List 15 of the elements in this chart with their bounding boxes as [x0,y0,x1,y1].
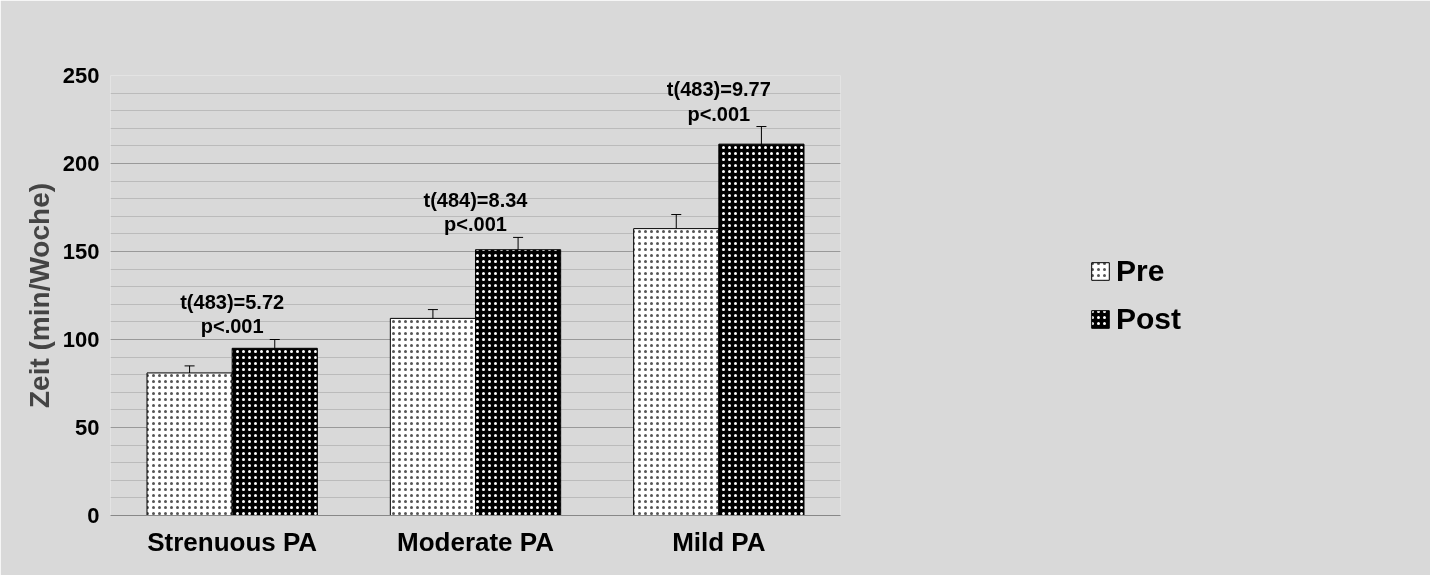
y-tick-label: 200 [62,151,100,176]
x-tick-label: Mild PA [672,526,766,557]
y-axis-title: Zeit (min/Woche) [23,182,55,409]
x-tick-label: Strenuous PA [147,526,318,557]
x-tick-label: Moderate PA [397,526,555,557]
y-tick-label: 0 [87,503,100,528]
y-tick-label: 50 [75,415,100,440]
legend-label: Pre [1115,254,1165,288]
annotation: t(483)=9.77 p<.001 [666,78,771,125]
legend-label: Post [1115,302,1182,336]
y-tick-label: 250 [62,63,100,88]
annotation: t(484)=8.34 p<.001 [423,189,529,236]
y-tick-label: 100 [62,327,100,352]
annotation: t(483)=5.72 p<.001 [180,291,285,338]
y-tick-label: 150 [62,239,100,264]
